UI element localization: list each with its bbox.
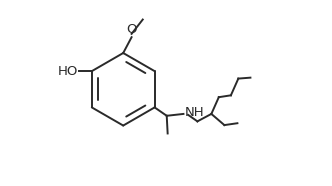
- Text: NH: NH: [184, 107, 204, 119]
- Text: HO: HO: [57, 65, 78, 78]
- Text: O: O: [126, 23, 137, 36]
